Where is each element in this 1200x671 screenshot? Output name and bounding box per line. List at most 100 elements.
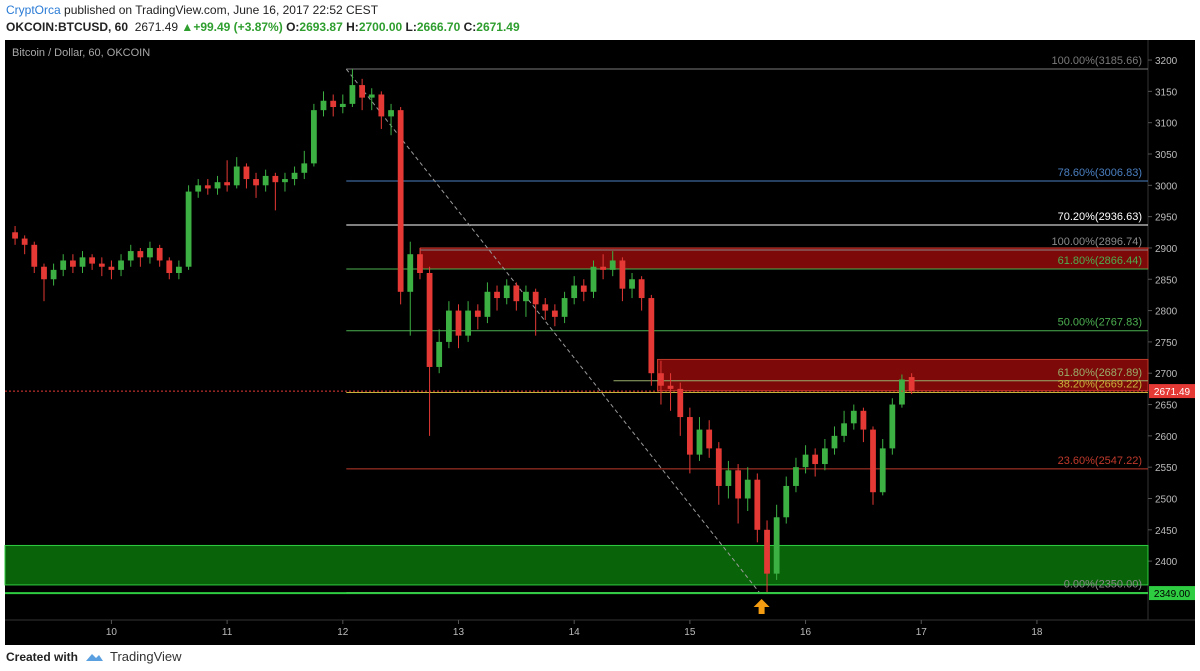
candle-body bbox=[147, 247, 153, 258]
l-label: L: bbox=[405, 20, 417, 34]
fib-label: 0.00%(2350.00) bbox=[1064, 578, 1142, 590]
low: 2666.70 bbox=[416, 20, 461, 34]
y-tick-label: 2750 bbox=[1155, 338, 1178, 349]
candle-body bbox=[233, 166, 240, 186]
candle-body bbox=[12, 232, 18, 239]
y-tick-label: 2650 bbox=[1155, 401, 1178, 412]
candle-body bbox=[899, 379, 905, 405]
fib-label: 70.20%(2936.63) bbox=[1058, 211, 1142, 223]
candle-body bbox=[889, 404, 896, 449]
candle-body bbox=[715, 448, 722, 486]
fib-label: 38.20%(2669.22) bbox=[1058, 378, 1142, 390]
candle-body bbox=[513, 285, 520, 302]
candle-body bbox=[349, 85, 356, 104]
trend-line bbox=[345, 68, 760, 593]
candle-body bbox=[590, 266, 597, 292]
candle-body bbox=[262, 175, 269, 186]
candle-body bbox=[137, 251, 144, 258]
candle-body bbox=[619, 260, 626, 289]
candle-body bbox=[474, 310, 481, 317]
y-tick-label: 2400 bbox=[1155, 557, 1178, 568]
candle-body bbox=[417, 254, 423, 274]
candle-body bbox=[388, 110, 394, 117]
price-tag-label: 2671.49 bbox=[1154, 387, 1191, 398]
candle-body bbox=[118, 260, 124, 270]
candle-body bbox=[50, 269, 57, 280]
candle-body bbox=[725, 470, 732, 486]
candle-body bbox=[253, 179, 259, 186]
candle-body bbox=[677, 388, 684, 418]
candle-body bbox=[503, 285, 510, 299]
candle-body bbox=[744, 479, 751, 499]
candle-body bbox=[407, 254, 414, 292]
candle-body bbox=[638, 279, 645, 299]
price-tag bbox=[1149, 384, 1195, 399]
candle-body bbox=[561, 298, 568, 317]
x-tick-label: 17 bbox=[916, 627, 928, 638]
candle-body bbox=[821, 448, 828, 465]
candle-body bbox=[291, 172, 298, 180]
candle-body bbox=[368, 94, 375, 98]
zone bbox=[4, 544, 1149, 586]
candle-body bbox=[793, 467, 799, 486]
candle-body bbox=[330, 100, 337, 108]
footer: Created with TradingView bbox=[6, 649, 182, 664]
y-tick-label: 3200 bbox=[1155, 56, 1178, 67]
candle-body bbox=[551, 310, 558, 317]
published: published on TradingView.com, June 16, 2… bbox=[64, 3, 379, 17]
candle-body bbox=[301, 163, 308, 173]
y-tick-label: 2950 bbox=[1155, 213, 1178, 224]
candle-body bbox=[108, 266, 115, 270]
candle-body bbox=[21, 238, 28, 245]
open: 2693.87 bbox=[299, 20, 343, 34]
candle-body bbox=[156, 247, 163, 261]
candle-body bbox=[127, 251, 134, 261]
x-tick-label: 10 bbox=[106, 627, 118, 638]
candle-body bbox=[359, 85, 366, 98]
candle-body bbox=[243, 166, 250, 180]
candle-body bbox=[812, 454, 819, 465]
c-label: C: bbox=[463, 20, 477, 34]
candle-body bbox=[465, 310, 471, 336]
candle-body bbox=[841, 423, 847, 436]
candle-body bbox=[70, 260, 76, 267]
candle-body bbox=[436, 341, 443, 367]
created-with: Created with bbox=[6, 649, 79, 664]
y-tick-label: 2450 bbox=[1155, 526, 1178, 537]
candle-body bbox=[31, 244, 38, 267]
candle-body bbox=[272, 175, 279, 183]
arrow-marker bbox=[753, 599, 770, 614]
price-tag-label: 2349.00 bbox=[1154, 589, 1191, 600]
candle-body bbox=[648, 298, 655, 374]
candle-body bbox=[166, 260, 173, 274]
candle-body bbox=[282, 179, 288, 183]
candle-body bbox=[397, 110, 404, 292]
candle-body bbox=[783, 485, 790, 518]
o-label: O: bbox=[286, 20, 300, 34]
candle-body bbox=[870, 429, 876, 493]
y-tick-label: 3150 bbox=[1155, 87, 1178, 98]
candle-body bbox=[494, 291, 500, 299]
change: +99.49 (+3.87%) bbox=[193, 20, 283, 34]
symbol: OKCOIN:BTCUSD, 60 bbox=[6, 20, 129, 34]
x-tick-label: 12 bbox=[337, 627, 349, 638]
x-tick-label: 18 bbox=[1031, 627, 1043, 638]
fib-label: 61.80%(2687.89) bbox=[1058, 367, 1142, 379]
candle-body bbox=[214, 182, 221, 189]
candle-body bbox=[908, 377, 915, 392]
candle-body bbox=[79, 257, 86, 267]
y-tick-label: 2700 bbox=[1155, 369, 1178, 380]
candle-body bbox=[310, 110, 317, 164]
candle-body bbox=[686, 417, 693, 455]
candle-body bbox=[378, 94, 385, 117]
x-tick-label: 14 bbox=[569, 627, 581, 638]
fib-label: 78.60%(3006.83) bbox=[1058, 167, 1142, 179]
candle-body bbox=[735, 470, 742, 499]
brand[interactable]: TradingView bbox=[110, 649, 182, 664]
x-tick-label: 13 bbox=[453, 627, 465, 638]
candle-body bbox=[339, 103, 346, 108]
candle-body bbox=[850, 410, 857, 424]
author: CryptOrca bbox=[6, 3, 61, 17]
